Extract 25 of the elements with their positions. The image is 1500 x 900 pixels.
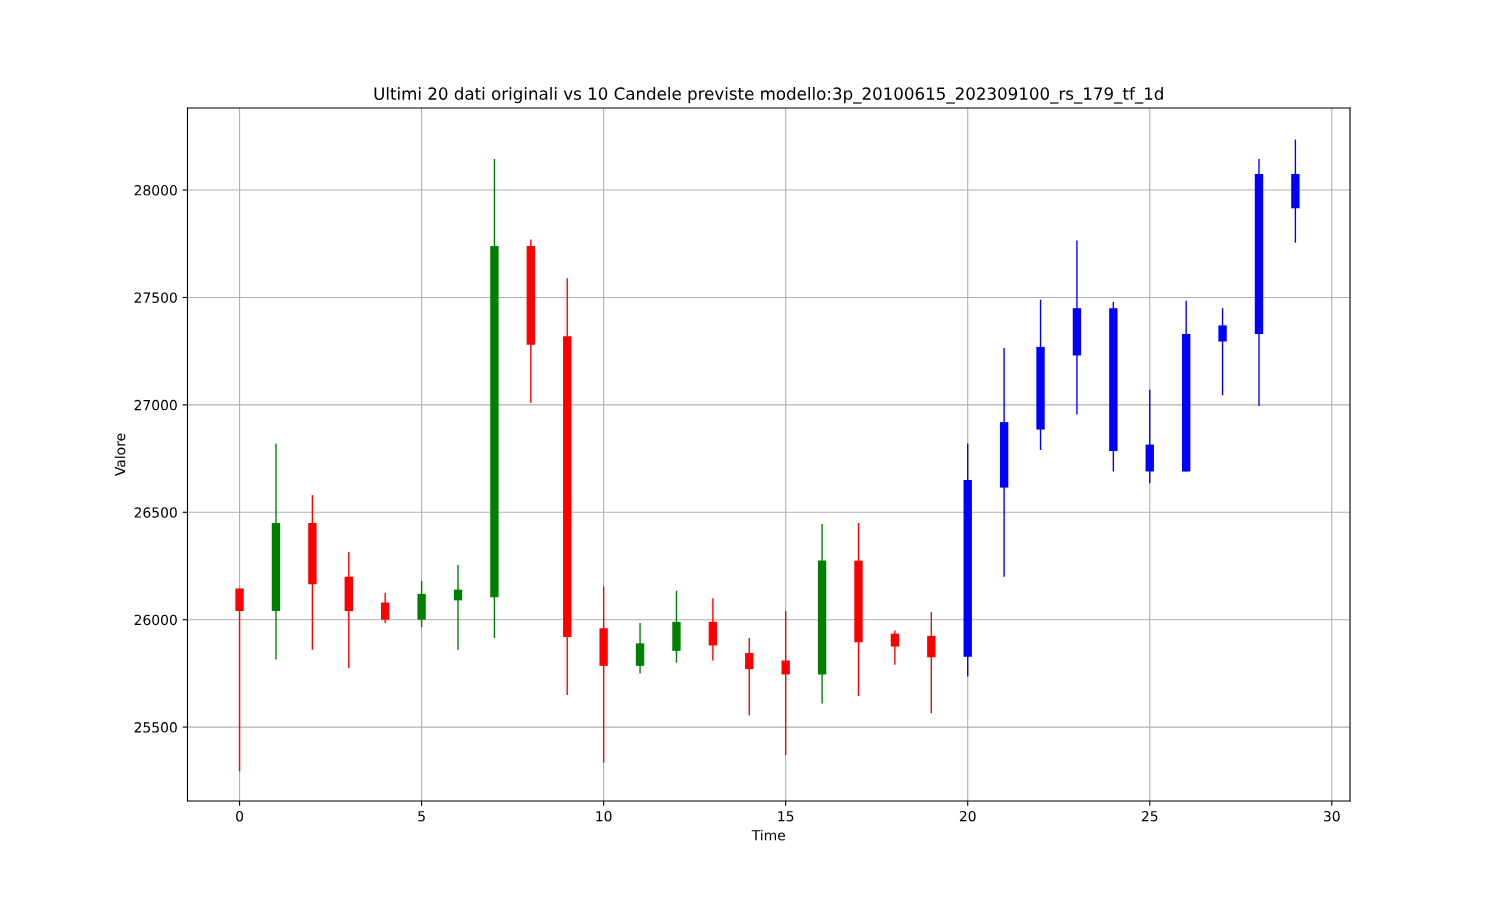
candlestick: [890, 629, 900, 666]
y-tick-label: 25500: [134, 722, 177, 733]
y-tick-label: 27500: [134, 292, 177, 303]
x-tick-label: 5: [418, 811, 425, 822]
candlestick: [1218, 307, 1227, 396]
candlestick: [635, 622, 645, 675]
x-tick-label: 10: [596, 810, 612, 822]
chart-title: Ultimi 20 dati originali vs 10 Candele previste modello:3p_20100615_202309100_rs_179_tf_1d: [374, 87, 1163, 104]
candlestick: [781, 610, 790, 756]
y-tick-label: 28000: [134, 185, 177, 196]
candlestick: [745, 637, 754, 716]
x-tick-label: 20: [959, 810, 976, 822]
y-tick-label: 27000: [134, 399, 177, 411]
candlestick: [927, 611, 936, 714]
candlestick: [381, 592, 390, 624]
candlestick: [235, 587, 244, 772]
x-axis-title: Time: [751, 829, 785, 841]
y-axis-title: Valore: [114, 433, 126, 477]
y-tick-label: 26500: [134, 507, 177, 518]
x-tick-label: 30: [1324, 810, 1340, 822]
candlestick: [708, 597, 718, 662]
x-tick-label: 25: [1141, 810, 1158, 822]
y-tick-label: 26000: [134, 614, 177, 626]
x-tick-label: 15: [778, 811, 794, 822]
x-tick-label: 0: [236, 810, 244, 822]
